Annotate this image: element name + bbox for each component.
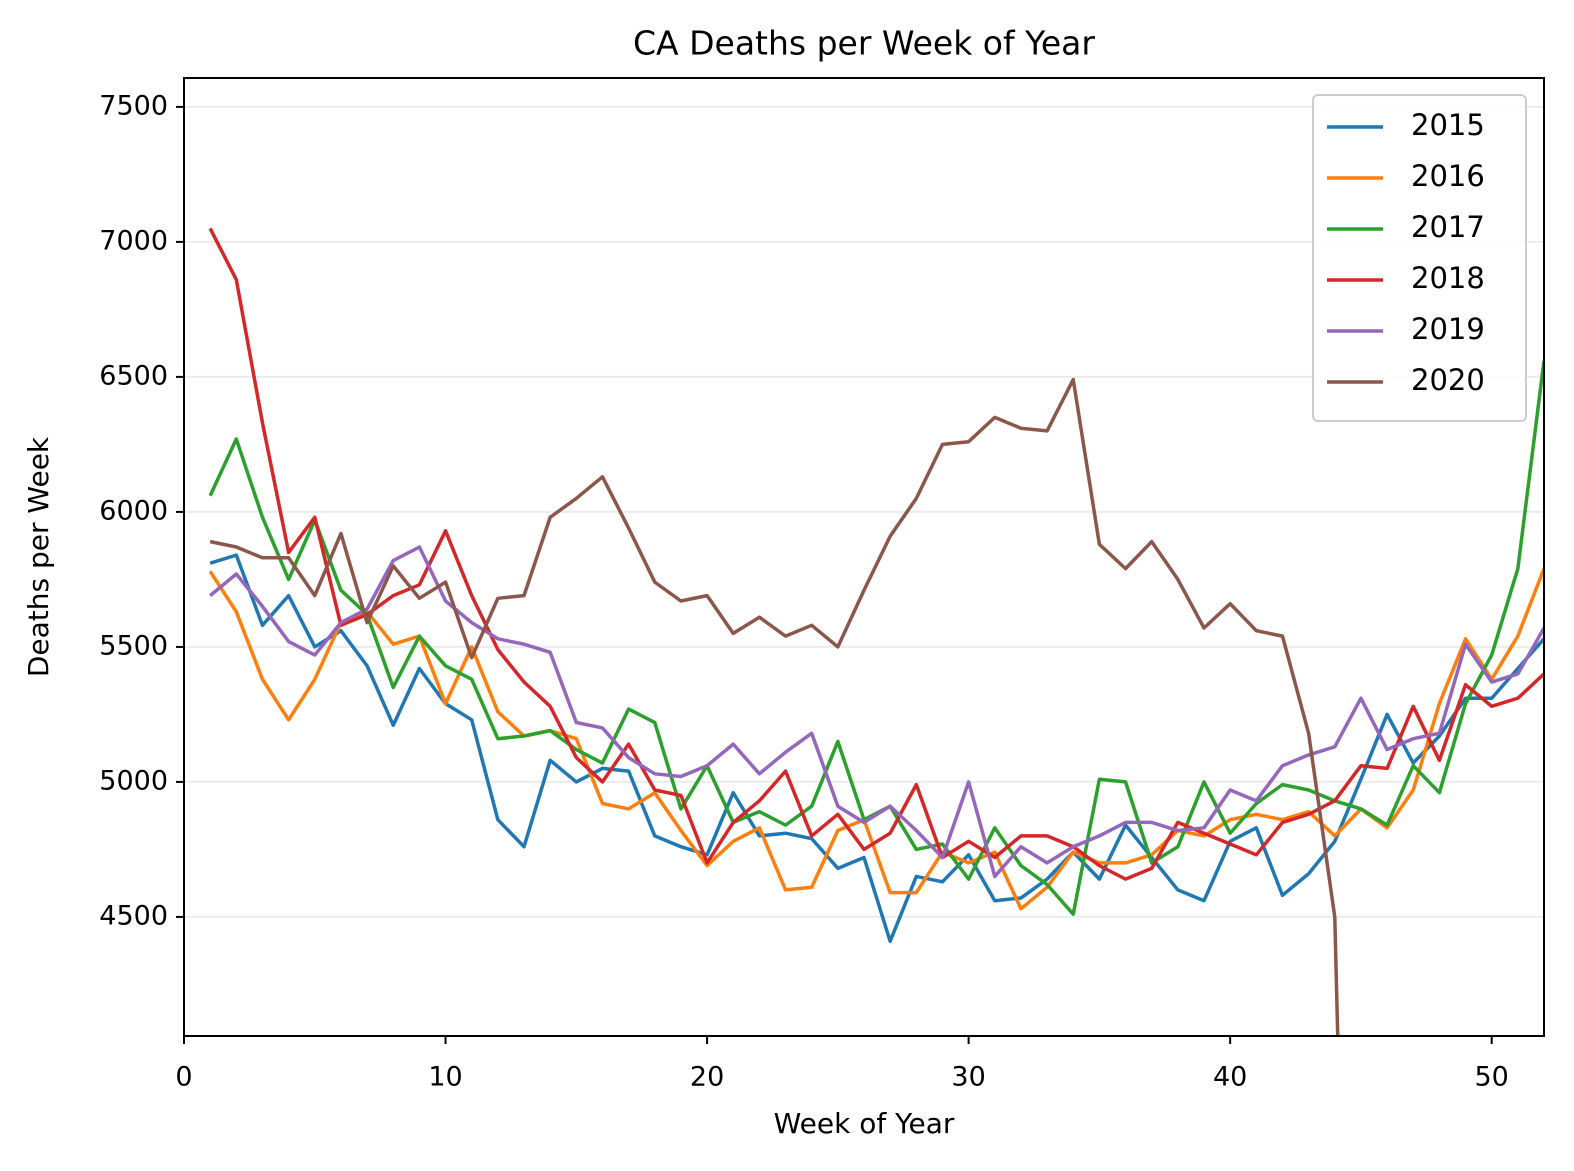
y-tick-label: 7500 [99,90,168,121]
legend-label: 2020 [1411,363,1485,397]
x-tick-label: 40 [1213,1062,1247,1093]
legend-label: 2016 [1411,159,1485,193]
y-axis-label: Deaths per Week [22,436,55,677]
series-line [208,567,1544,911]
legend: 2015 2016 2017 2018 2019 2020 [1312,94,1527,422]
grid [184,105,1544,918]
legend-label: 2015 [1411,108,1485,142]
series-line [209,553,1544,943]
y-tick-label: 7000 [99,225,168,256]
x-tick-label: 10 [428,1062,462,1093]
x-axis-label: Week of Year [774,1107,955,1140]
x-tick-label: 30 [951,1062,985,1093]
series-line [209,377,1340,1036]
y-tick-label: 6000 [99,495,168,526]
x-tick-label: 50 [1475,1062,1509,1093]
legend-label: 2017 [1411,210,1485,244]
y-tick-label: 4500 [99,900,168,931]
series-line [208,227,1544,881]
y-tick-label: 5000 [99,765,168,796]
legend-label: 2018 [1411,261,1485,295]
y-tick-label: 5500 [99,630,168,661]
series-line [209,545,1544,879]
axes-frame [183,77,1545,1037]
x-tick-label: 20 [690,1062,724,1093]
plot-area [208,227,1544,1036]
chart-title: CA Deaths per Week of Year [633,24,1095,63]
legend-label: 2019 [1411,312,1485,346]
x-tick-label: 0 [175,1062,192,1093]
y-tick-label: 6500 [99,360,168,391]
